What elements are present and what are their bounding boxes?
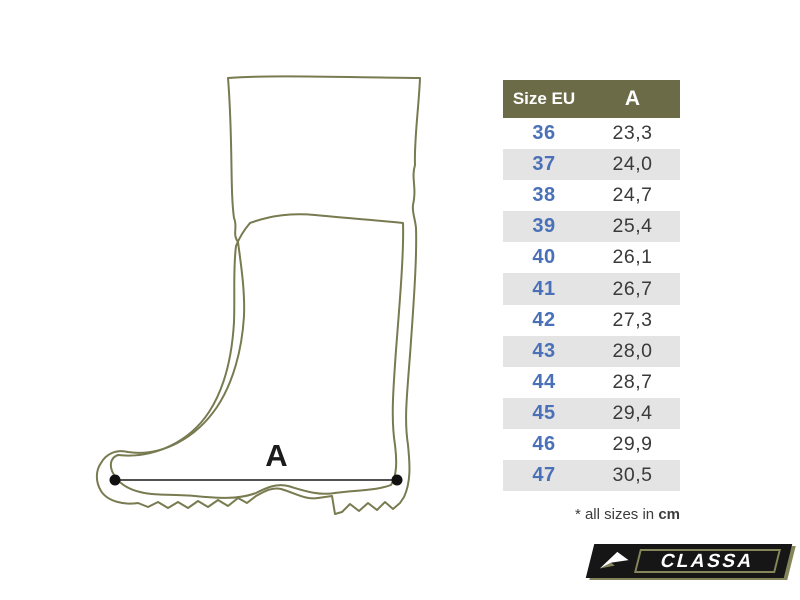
size-cell: 36 (532, 122, 556, 145)
measurement-cell: 24,0 (612, 153, 653, 176)
measurement-cell: 25,4 (612, 215, 653, 238)
brand-logo: CLASSA (585, 544, 793, 578)
size-cell: 42 (532, 308, 556, 331)
measurement-cell: 24,7 (612, 184, 653, 207)
footnote-unit: cm (658, 506, 680, 523)
size-cell: 39 (532, 215, 556, 238)
measurement-cell: 29,4 (612, 401, 653, 424)
measurement-cell: 26,7 (612, 277, 653, 300)
table-body: 36 23,3 37 24,0 38 24,7 39 25,4 40 26,1 … (503, 118, 680, 492)
size-cell: 46 (532, 432, 556, 455)
table-row: 36 23,3 (503, 118, 680, 150)
table-row: 40 26,1 (503, 242, 680, 274)
measurement-cell: 23,3 (612, 122, 653, 145)
header-size-eu: Size EU (512, 89, 576, 108)
measurement-endpoint-right (391, 474, 403, 486)
size-cell: 40 (532, 246, 556, 269)
table-row: 37 24,0 (503, 149, 680, 181)
measurement-cell: 27,3 (612, 308, 653, 331)
size-cell: 38 (532, 184, 556, 207)
footnote-text: * all sizes in (574, 506, 659, 523)
table-header: Size EU A (503, 80, 680, 118)
measurement-endpoint-left (109, 474, 121, 486)
measurement-cell: 28,0 (612, 339, 653, 362)
measurement-cell: 26,1 (612, 246, 653, 269)
boot-inner-outline (109, 213, 405, 499)
table-row: 41 26,7 (503, 273, 680, 305)
table-row: 38 24,7 (503, 180, 680, 212)
table-row: 46 29,9 (503, 428, 680, 461)
measurement-cell: 30,5 (612, 464, 653, 487)
table-row: 39 25,4 (503, 211, 680, 243)
measurement-cell: 29,9 (612, 432, 653, 455)
size-cell: 41 (532, 277, 556, 300)
brand-name: CLASSA (658, 550, 757, 572)
header-measurement-a: A (624, 87, 641, 110)
size-cell: 37 (532, 153, 556, 176)
size-table: Size EU A 36 23,3 37 24,0 38 24,7 39 25,… (503, 80, 680, 492)
measurement-label-a: A (265, 438, 289, 473)
table-row: 42 27,3 (503, 304, 680, 336)
table-row: 43 28,0 (503, 335, 680, 367)
table-row: 44 28,7 (503, 366, 680, 398)
brand-arrow-icon (597, 550, 632, 572)
brand-name-frame: CLASSA (634, 549, 781, 573)
units-footnote: * all sizes in cm (575, 506, 680, 523)
size-cell: 47 (532, 464, 556, 487)
brand-logo-plate: CLASSA (585, 544, 793, 578)
measurement-cell: 28,7 (612, 370, 653, 393)
table-row: 45 29,4 (503, 397, 680, 429)
boot-outer-outline (95, 75, 421, 515)
size-cell: 44 (532, 370, 556, 393)
size-cell: 43 (532, 339, 556, 362)
size-cell: 45 (532, 401, 556, 424)
table-row: 47 30,5 (503, 460, 680, 492)
